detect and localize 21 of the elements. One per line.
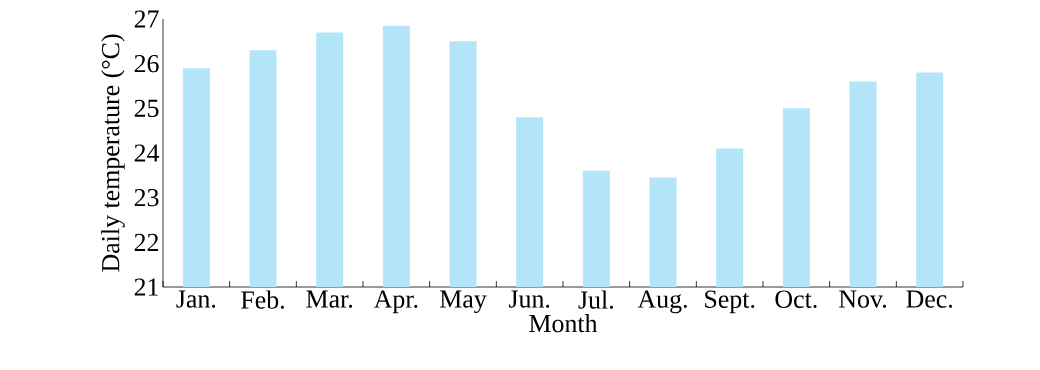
x-tick-label: Aug. [637, 290, 687, 314]
y-tick-label: 24 [134, 144, 160, 162]
x-tick-label: Jun. [508, 290, 550, 308]
y-axis-title: Daily temperature (°C) [101, 34, 125, 272]
x-axis-title: Month [529, 314, 598, 333]
x-tick-label: Jul. [578, 290, 613, 309]
x-tick-label: Sept. [705, 290, 755, 314]
x-tick-label: Dec. [906, 290, 953, 308]
y-tick-label: 25 [134, 99, 159, 118]
x-tick-label: Mar. [306, 290, 353, 308]
x-tick-label: Oct. [775, 290, 817, 309]
x-tick-label: Feb. [241, 290, 284, 309]
y-tick-label: 22 [134, 233, 159, 251]
x-tick-label: May [440, 290, 487, 314]
x-tick-label: Nov. [839, 290, 887, 308]
y-tick-label: 26 [134, 54, 159, 73]
y-tick-label: 27 [134, 10, 159, 28]
y-tick-label: 21 [134, 278, 158, 296]
x-tick-label: Jan. [176, 290, 216, 308]
x-tick-label: Apr. [373, 290, 418, 314]
y-tick-label: 23 [134, 188, 159, 207]
